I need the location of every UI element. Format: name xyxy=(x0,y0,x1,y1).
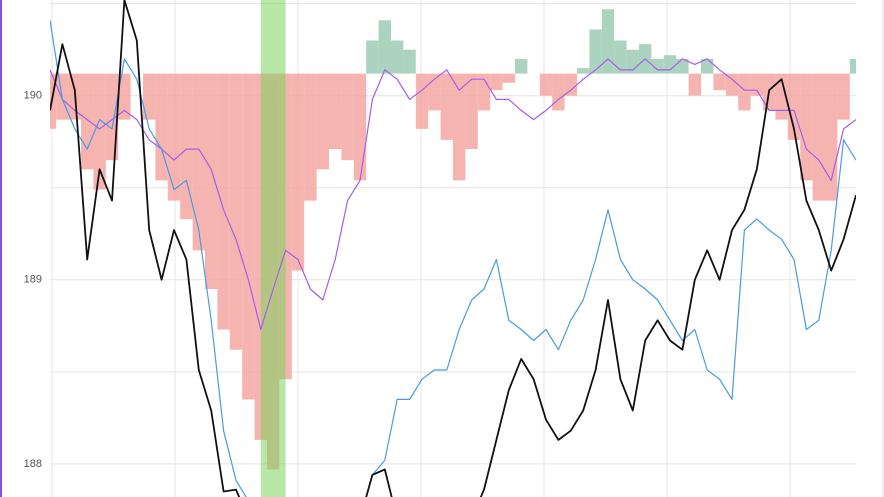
bar xyxy=(155,73,168,181)
bar xyxy=(217,73,230,330)
highlight xyxy=(260,0,286,497)
bar xyxy=(552,73,565,111)
bar xyxy=(453,73,466,181)
bar xyxy=(477,73,491,111)
y-tick-label: 188 xyxy=(24,458,42,470)
bar xyxy=(440,73,453,140)
bar xyxy=(81,73,94,170)
bar xyxy=(725,73,739,96)
bar xyxy=(502,73,515,83)
series-line xyxy=(50,0,856,497)
series-line xyxy=(50,20,856,497)
bar xyxy=(378,20,391,74)
bar xyxy=(353,73,367,181)
bar xyxy=(93,73,106,190)
bar xyxy=(167,73,181,201)
bar xyxy=(341,73,354,161)
bar xyxy=(577,68,590,74)
bar xyxy=(837,73,850,120)
bar xyxy=(515,58,528,74)
bar xyxy=(589,29,602,74)
bar xyxy=(787,73,801,140)
highlight-band xyxy=(260,0,286,497)
bar xyxy=(316,73,329,170)
bar xyxy=(50,73,57,129)
bar xyxy=(229,73,243,350)
bar xyxy=(391,40,404,74)
bar xyxy=(291,73,305,271)
y-tick-label: 190 xyxy=(24,90,42,102)
bar xyxy=(490,73,503,91)
bar xyxy=(415,73,429,129)
bar xyxy=(192,73,205,251)
bar xyxy=(663,55,677,74)
bar xyxy=(825,73,838,201)
bar xyxy=(403,49,416,74)
y-tick-label: 189 xyxy=(24,274,42,286)
series-line xyxy=(50,58,856,331)
bar xyxy=(775,73,788,120)
bar xyxy=(205,73,218,289)
bar xyxy=(143,73,156,120)
bar xyxy=(539,73,553,96)
bar xyxy=(800,73,813,181)
bar xyxy=(701,58,714,74)
bar xyxy=(849,58,856,74)
axis-labels: 188 189 190 xyxy=(24,90,42,470)
bar xyxy=(465,73,478,150)
bar xyxy=(366,40,379,74)
bar xyxy=(688,73,701,96)
bar xyxy=(118,73,131,120)
bar xyxy=(676,58,689,74)
bar xyxy=(614,40,627,74)
bar xyxy=(428,73,441,111)
bar xyxy=(812,73,825,201)
bar xyxy=(242,73,255,400)
bar xyxy=(304,73,317,201)
bar xyxy=(713,73,726,91)
lines xyxy=(50,0,856,497)
bar xyxy=(738,73,751,111)
bar xyxy=(601,9,615,74)
bar xyxy=(564,73,577,96)
bar xyxy=(750,73,763,96)
bar xyxy=(329,73,342,150)
